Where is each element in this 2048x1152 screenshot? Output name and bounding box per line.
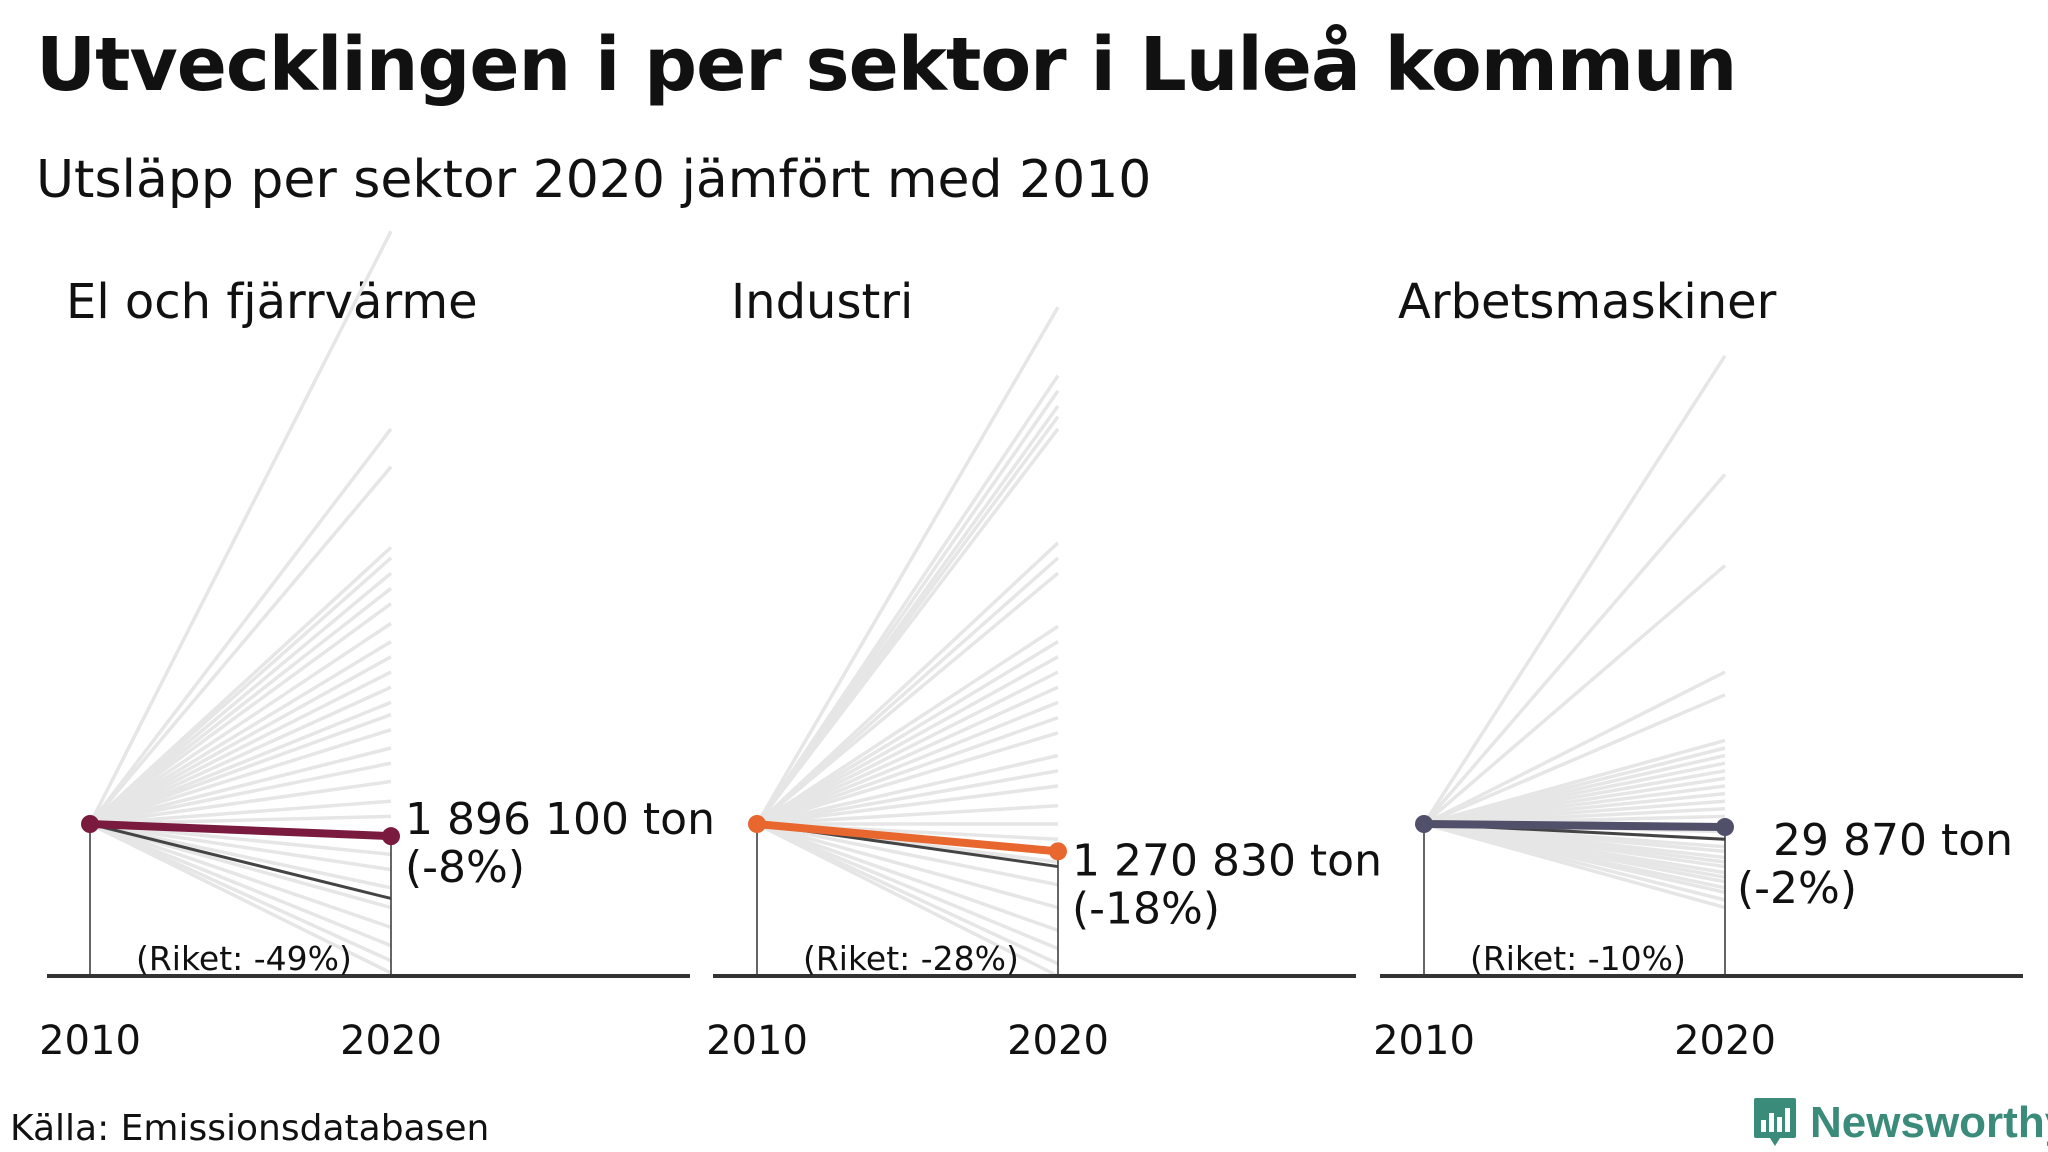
lulea-point-2010 — [748, 815, 766, 833]
lulea-point-2020 — [1049, 842, 1067, 861]
riket-label: (Riket: -49%) — [136, 939, 352, 978]
background-line — [756, 822, 1059, 910]
brand-name: Newsworthy — [1810, 1098, 2048, 1147]
background-line — [89, 728, 392, 826]
background-line — [755, 427, 1060, 826]
brand-logo: Newsworthy — [1752, 1096, 2048, 1150]
page-title: Utvecklingen i per sektor i Luleå kommun — [36, 22, 1737, 108]
lulea-point-2010 — [1415, 815, 1433, 833]
change-label: (-18%) — [1072, 883, 1220, 934]
riket-label: (Riket: -10%) — [1470, 939, 1686, 978]
lulea-point-2010 — [81, 815, 99, 833]
tick-label-2020: 2020 — [340, 1018, 442, 1064]
tick-label-2020: 2020 — [1674, 1018, 1776, 1064]
background-line — [88, 465, 393, 826]
background-line — [756, 784, 1059, 826]
background-line — [756, 670, 1059, 826]
background-line — [756, 731, 1059, 826]
background-line — [89, 670, 392, 826]
lulea-line — [756, 820, 1059, 856]
background-line — [89, 621, 392, 826]
value-label: 1 270 830 ton — [1072, 835, 1382, 886]
background-line — [756, 640, 1059, 826]
page-subtitle: Utsläpp per sektor 2020 jämfört med 2010 — [36, 150, 1152, 210]
change-label: (-8%) — [405, 842, 525, 893]
lulea-line — [89, 820, 392, 841]
background-line — [89, 640, 392, 826]
panel-title: Industri — [731, 274, 913, 330]
background-line — [756, 753, 1059, 826]
source-note: Källa: Emissionsdatabasen — [10, 1108, 490, 1149]
background-line — [89, 799, 392, 826]
lulea-point-2020 — [382, 827, 400, 846]
background-line — [756, 624, 1059, 826]
tick-label-2020: 2020 — [1007, 1018, 1109, 1064]
background-line — [1422, 473, 1727, 826]
background-line — [89, 685, 392, 826]
background-line — [755, 306, 1060, 825]
background-line — [89, 822, 392, 872]
background-line — [755, 556, 1060, 826]
background-line — [88, 602, 393, 826]
background-line — [755, 571, 1060, 826]
background-line — [89, 761, 392, 826]
background-line — [756, 769, 1059, 826]
background-line — [756, 685, 1059, 826]
background-line — [89, 822, 392, 948]
background-line — [756, 655, 1059, 826]
background-line — [756, 804, 1059, 826]
background-line — [756, 715, 1059, 826]
value-label: 1 896 100 ton — [405, 794, 715, 845]
background-line — [756, 822, 1059, 887]
riket-line — [89, 822, 392, 900]
panel-title: Arbetsmaskiner — [1398, 274, 1777, 330]
background-line — [88, 571, 393, 826]
background-line — [1423, 822, 1726, 910]
background-line — [1423, 670, 1726, 826]
background-line — [756, 822, 1059, 966]
chart-panel-arbetsmaskiner: Arbetsmaskiner 29 870 ton(-2%) (Riket: -10… — [1373, 274, 2023, 1064]
tick-label-2010: 2010 — [706, 1018, 808, 1064]
background-line — [88, 230, 393, 825]
background-line — [1422, 564, 1727, 826]
background-line — [755, 541, 1060, 826]
background-line — [89, 746, 392, 826]
background-line — [89, 822, 392, 890]
change-label: (-2%) — [1737, 863, 1857, 914]
background-line — [756, 822, 1059, 951]
riket-label: (Riket: -28%) — [803, 939, 1019, 978]
background-line — [756, 700, 1059, 826]
tick-label-2010: 2010 — [1373, 1018, 1475, 1064]
value-label: 29 870 ton — [1773, 815, 2013, 866]
background-line — [1422, 354, 1727, 825]
background-line — [89, 822, 392, 975]
chart-panel-el: El och fjärrvärme 1 896 100 ton(-8%) (Rike… — [39, 230, 715, 1064]
background-line — [88, 587, 393, 826]
lulea-point-2020 — [1716, 818, 1734, 837]
background-line — [89, 712, 392, 826]
background-line — [89, 822, 392, 930]
chart-panel-industri: Industri 1 270 830 ton(-18%) (Riket: -28%)… — [706, 274, 1382, 1064]
background-line — [89, 655, 392, 826]
background-line — [88, 556, 393, 826]
newsworthy-logo-icon — [1754, 1098, 1796, 1146]
background-line — [89, 822, 392, 963]
background-line — [89, 700, 392, 826]
background-line — [756, 822, 1059, 978]
background-line — [756, 822, 1059, 933]
panel-title: El och fjärrvärme — [66, 274, 478, 330]
background-line — [88, 427, 393, 826]
lulea-line — [1423, 820, 1726, 832]
background-line — [1423, 693, 1726, 826]
tick-label-2010: 2010 — [39, 1018, 141, 1064]
background-line — [89, 779, 392, 826]
